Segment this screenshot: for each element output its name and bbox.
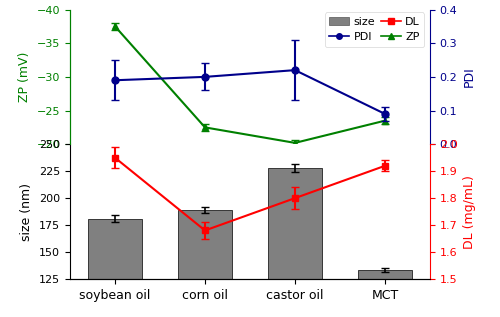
Legend: size, PDI, DL, ZP: size, PDI, DL, ZP bbox=[324, 12, 424, 47]
Bar bbox=[268, 168, 322, 317]
Y-axis label: size (nm): size (nm) bbox=[20, 183, 34, 241]
Y-axis label: PDI: PDI bbox=[463, 67, 476, 87]
Y-axis label: DL (mg/mL): DL (mg/mL) bbox=[463, 175, 476, 249]
Bar bbox=[88, 219, 142, 317]
Bar bbox=[358, 270, 412, 317]
Bar bbox=[178, 210, 232, 317]
Y-axis label: ZP (mV): ZP (mV) bbox=[18, 52, 31, 102]
